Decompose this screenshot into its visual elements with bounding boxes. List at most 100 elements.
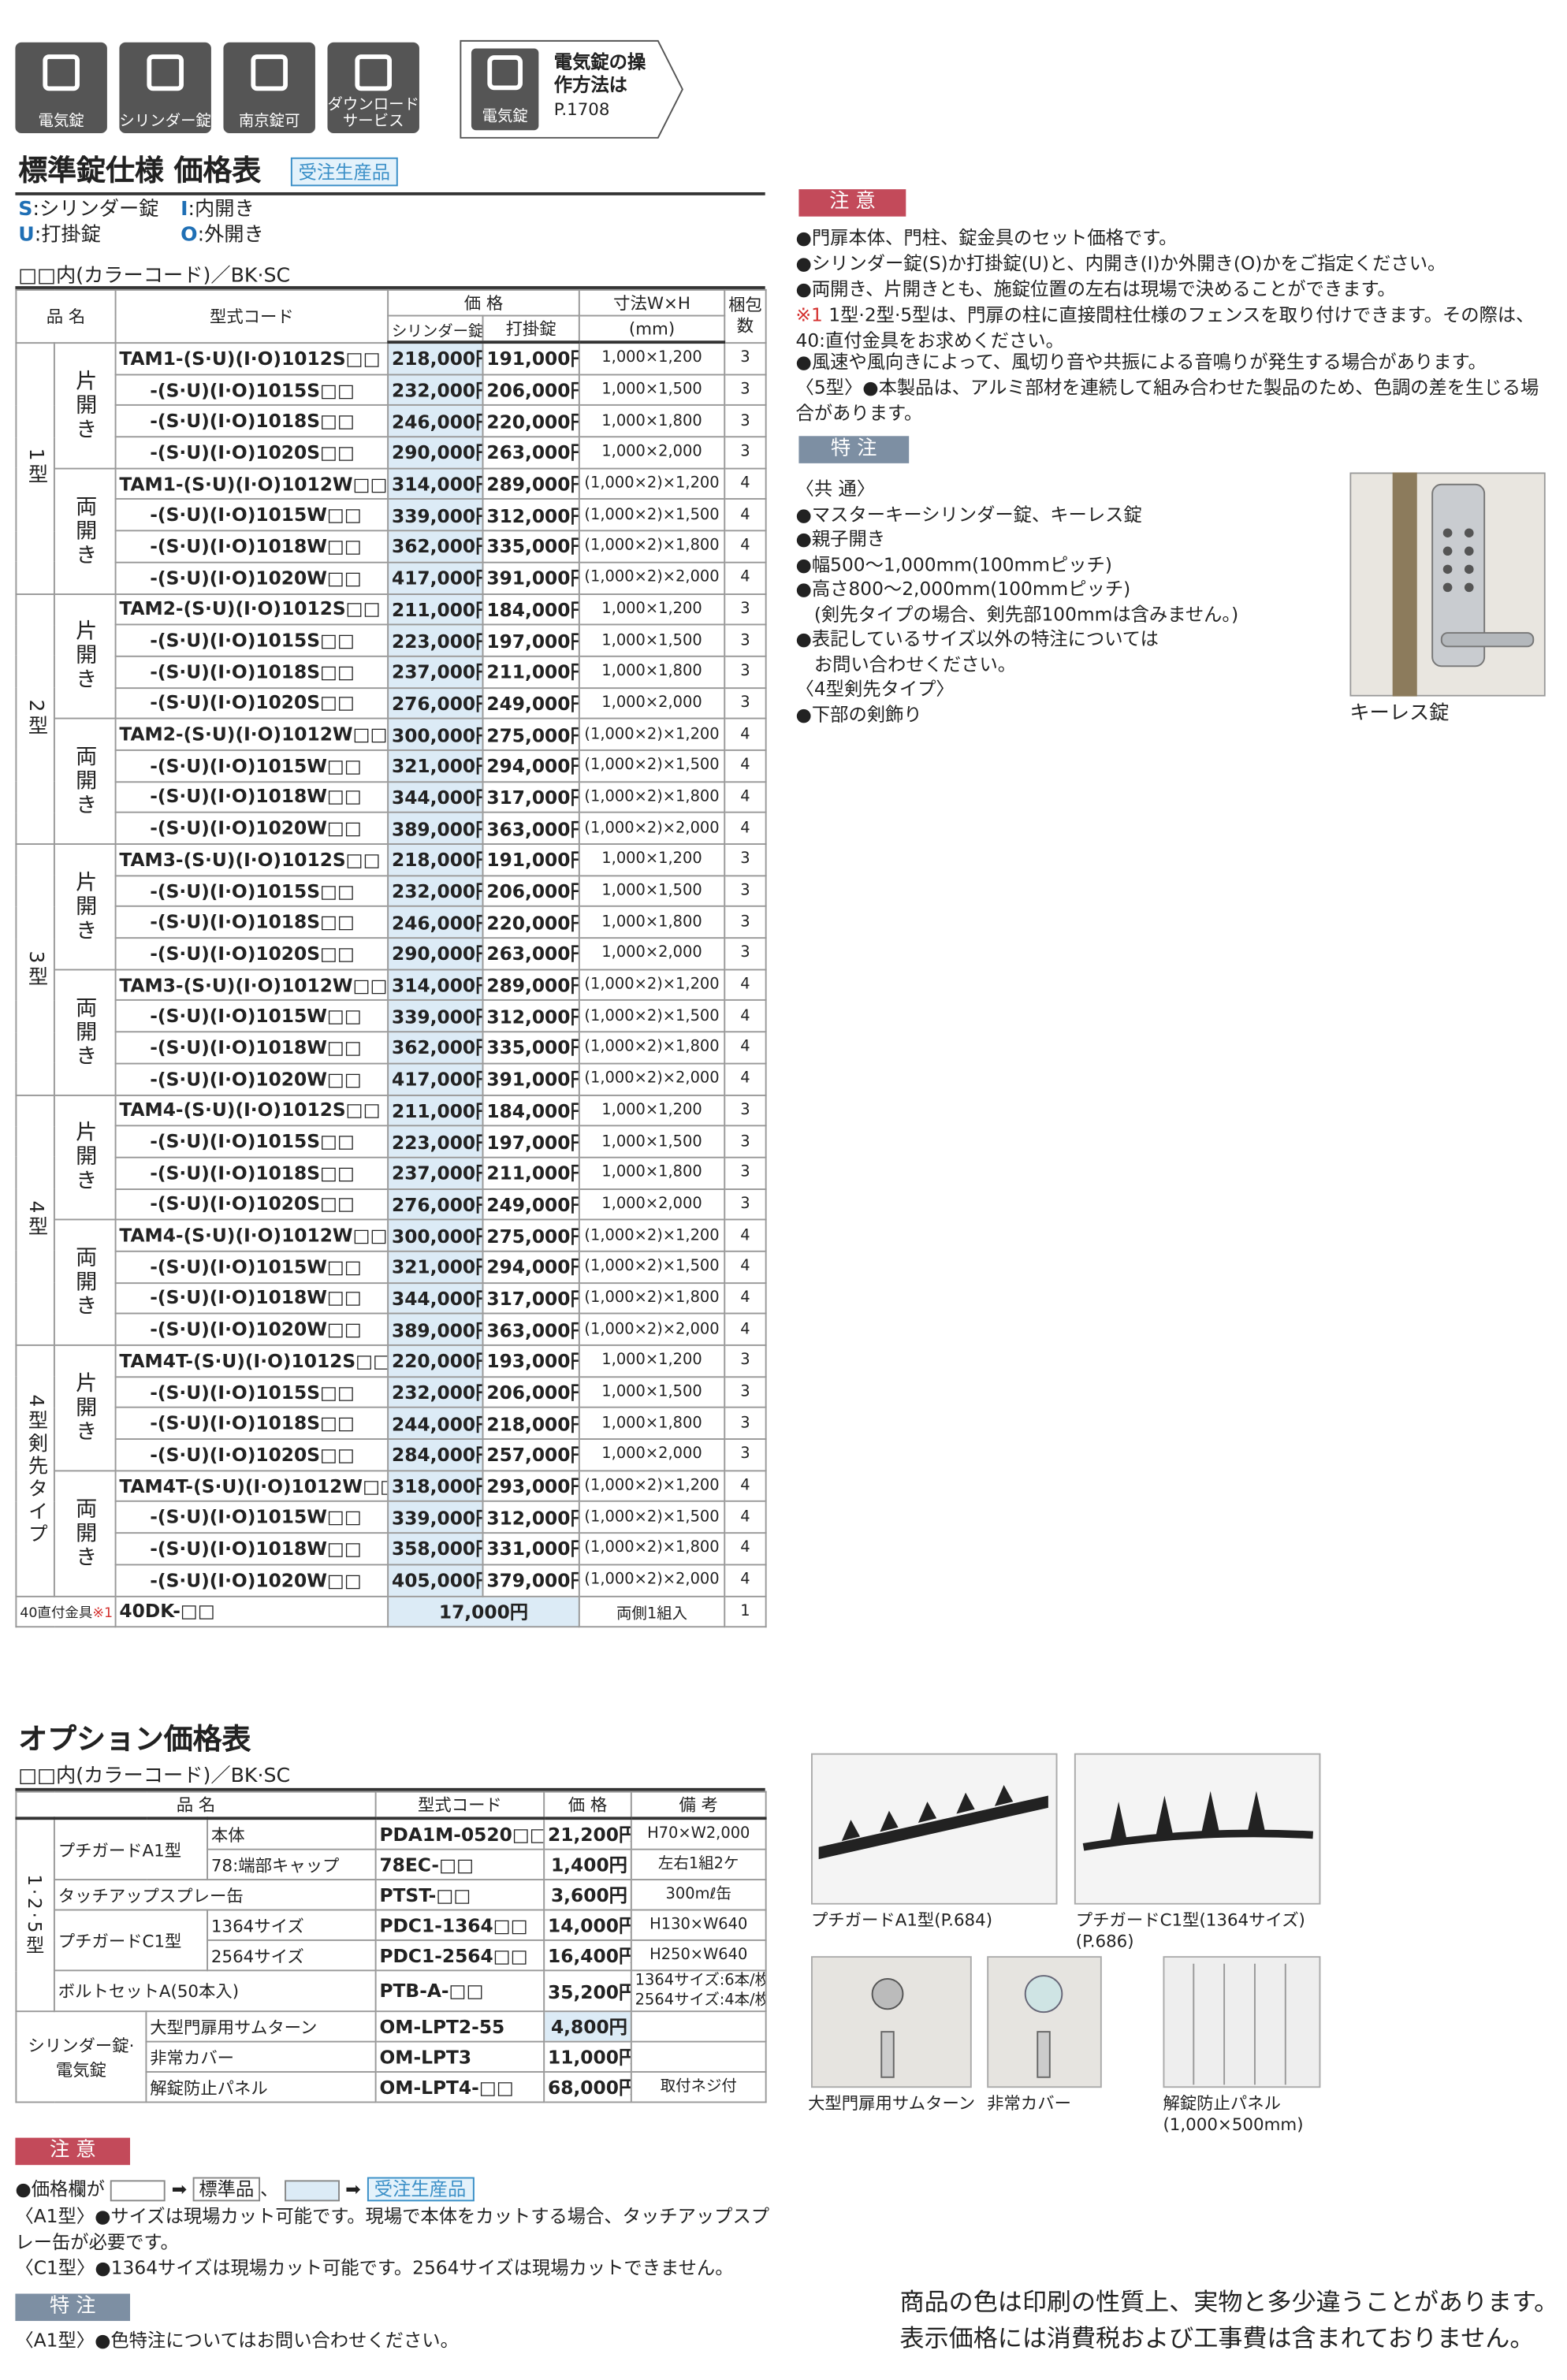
- code-cell: -(S·U)(I·O)1018S□□: [114, 404, 389, 438]
- table-row: -(S·U)(I·O)1015W□□321,000円294,000円(1,000…: [16, 749, 767, 783]
- table-row: 2型片開きTAM2-(S·U)(I·O)1012S□□211,000円184,0…: [15, 593, 767, 845]
- qty-cell: 4: [724, 1218, 767, 1252]
- size-cell: 1,000×1,800: [578, 1156, 726, 1190]
- table-row: -(S·U)(I·O)1020W□□389,000円363,000円(1,000…: [16, 1313, 767, 1346]
- size-cell: 1,000×1,500: [578, 1125, 726, 1158]
- note-line: 左右1組2ケ: [658, 1856, 739, 1873]
- qty-cell: 3: [724, 1344, 767, 1378]
- price-cell: 16,400円: [543, 1939, 632, 1972]
- qty-cell: 4: [724, 718, 767, 751]
- code-cell: -(S·U)(I·O)1015S□□: [114, 874, 389, 908]
- note-item: 〈C1型〉●1364サイズは現場カット可能です。2564サイズは現場カットできま…: [15, 2257, 734, 2279]
- name-cell: ボルトセットA(50本入): [53, 1969, 377, 2013]
- standard-title: 標準錠仕様 価格表: [18, 154, 262, 188]
- note-cell: H130×W640: [630, 1909, 767, 1941]
- table-row: -(S·U)(I·O)1018W□□362,000円335,000円(1,000…: [16, 530, 767, 563]
- qty-cell: 4: [724, 1281, 767, 1315]
- size-cell: 両側1組入: [578, 1594, 726, 1628]
- code-cell: -(S·U)(I·O)1020W□□: [114, 1313, 389, 1346]
- code-cell: -(S·U)(I·O)1020S□□: [114, 436, 389, 470]
- price-cell: 218,000円: [387, 843, 484, 876]
- table-body: 1型片開きTAM1-(S·U)(I·O)1012S□□218,000円191,0…: [15, 341, 767, 1628]
- legend-text: 、: [260, 2178, 279, 2200]
- price-cell: 220,000円: [482, 404, 580, 438]
- type-cell: 2型: [15, 593, 55, 845]
- table-row: -(S·U)(I·O)1020S□□276,000円249,000円1,000×…: [16, 686, 767, 720]
- header-cell: 品 名: [15, 1791, 377, 1820]
- price-cell: 246,000円: [387, 404, 484, 438]
- legend-label: :外開き: [197, 224, 264, 247]
- price-cell: 237,000円: [387, 655, 484, 689]
- price-cell: 11,000円: [543, 2040, 632, 2073]
- icon-label: ダウンロードサービス: [327, 96, 419, 131]
- sub-cell: 非常カバー: [145, 2040, 377, 2073]
- code-cell: -(S·U)(I·O)1018W□□: [114, 1532, 389, 1566]
- code-cell: TAM2-(S·U)(I·O)1012S□□: [114, 593, 389, 626]
- code-cell: -(S·U)(I·O)1015W□□: [114, 498, 389, 532]
- price-cell: 218,000円: [482, 1407, 580, 1441]
- code-cell: PTST-□□: [374, 1879, 545, 1911]
- table-row: 3型片開きTAM3-(S·U)(I·O)1012S□□218,000円191,0…: [15, 843, 767, 1095]
- special-item: ●マスターキーシリンダー錠、キーレス錠: [795, 503, 1142, 525]
- price-cell: 232,000円: [387, 874, 484, 908]
- qty-cell: 3: [724, 874, 767, 908]
- price-cell: 220,000円: [482, 906, 580, 939]
- note-text: ●シリンダー錠(S)か打掛錠(U)と、内開き(I)か外開き(O)かをご指定くださ…: [795, 252, 1446, 274]
- size-cell: (1,000×2)×1,200: [578, 1469, 726, 1503]
- legend-key: I: [181, 198, 188, 221]
- note-cell: H70×W2,000: [630, 1817, 767, 1850]
- code-cell: TAM4T-(S·U)(I·O)1012W□□: [114, 1469, 389, 1503]
- size-cell: 1,000×1,800: [578, 655, 726, 689]
- table-row: 解錠防止パネル OM-LPT4-□□ 68,000円 取付ネジ付: [16, 2071, 767, 2103]
- table-row: -(S·U)(I·O)1015S□□232,000円206,000円1,000×…: [16, 1375, 767, 1409]
- special-item: 〈共 通〉: [795, 478, 876, 500]
- note-cell: 1364サイズ:6本/枚 2564サイズ:4本/枚: [630, 1969, 767, 2013]
- size-cell: 1,000×1,500: [578, 1375, 726, 1409]
- size-cell: 1,000×1,800: [578, 906, 726, 939]
- qty-cell: 3: [724, 937, 767, 970]
- price-cell: 300,000円: [387, 1218, 484, 1252]
- qty-cell: 4: [724, 969, 767, 1002]
- size-cell: (1,000×2)×1,200: [578, 1218, 726, 1252]
- code-cell: -(S·U)(I·O)1020S□□: [114, 1438, 389, 1471]
- price-cell: 363,000円: [482, 812, 580, 845]
- legend-item: S:シリンダー錠: [18, 197, 158, 223]
- photo-caption: 大型門扉用サムターン: [808, 2093, 976, 2114]
- name-cell: プチガードA1型: [53, 1817, 209, 1881]
- rule: [15, 1787, 765, 1791]
- open-type-cell: 両開き: [53, 1469, 117, 1597]
- note-item: ●両開き、片開きとも、施錠位置の左右は現場で決めることができます。: [796, 277, 1554, 303]
- code-cell: PDA1M-0520□□: [374, 1817, 545, 1850]
- note-item: ※1 1型·2型·5型は、門扉の柱に直接間柱仕様のフェンスを取り付けできます。そ…: [796, 303, 1554, 354]
- photo-caption: 解錠防止パネル(1,000×500mm): [1163, 2093, 1304, 2135]
- special-item: ●表記しているサイズ以外の特注については: [795, 628, 1159, 650]
- type-cell: 4型剣先タイプ: [15, 1344, 55, 1597]
- qty-cell: 3: [724, 906, 767, 939]
- code-cell: -(S·U)(I·O)1020W□□: [114, 812, 389, 845]
- price-cell: 314,000円: [387, 969, 484, 1002]
- note-line: 300mℓ缶: [665, 1886, 731, 1903]
- price-cell: 294,000円: [482, 1250, 580, 1284]
- price-cell: 223,000円: [387, 1125, 484, 1158]
- note-item: ●門扉本体、門柱、錠金具のセット価格です。: [796, 225, 1554, 251]
- price-cell: 335,000円: [482, 1031, 580, 1065]
- legend-text: 標準品: [192, 2177, 261, 2202]
- icon-symbol: [43, 54, 80, 91]
- code-cell: TAM3-(S·U)(I·O)1012W□□: [114, 969, 389, 1002]
- code-cell: -(S·U)(I·O)1020S□□: [114, 937, 389, 970]
- price-cell: 197,000円: [482, 623, 580, 657]
- price-cell: 184,000円: [482, 1094, 580, 1127]
- code-cell: -(S·U)(I·O)1015W□□: [114, 749, 389, 783]
- price-cell: 294,000円: [482, 749, 580, 783]
- price-cell: 4,800円: [543, 2010, 632, 2043]
- price-cell: 339,000円: [387, 999, 484, 1033]
- icon-symbol: [147, 54, 184, 91]
- table-row: -(S·U)(I·O)1018S□□246,000円220,000円1,000×…: [16, 906, 767, 939]
- option-photos: [810, 1956, 1321, 2088]
- special-item: 〈4型剣先タイプ〉: [795, 678, 955, 700]
- size-cell: (1,000×2)×1,500: [578, 1501, 726, 1534]
- price-cell: 220,000円: [387, 1344, 484, 1378]
- price-cell: 289,000円: [482, 969, 580, 1002]
- open-type-cell: 片開き: [53, 1094, 117, 1221]
- note-text: ●両開き、片開きとも、施錠位置の左右は現場で決めることができます。: [795, 278, 1396, 300]
